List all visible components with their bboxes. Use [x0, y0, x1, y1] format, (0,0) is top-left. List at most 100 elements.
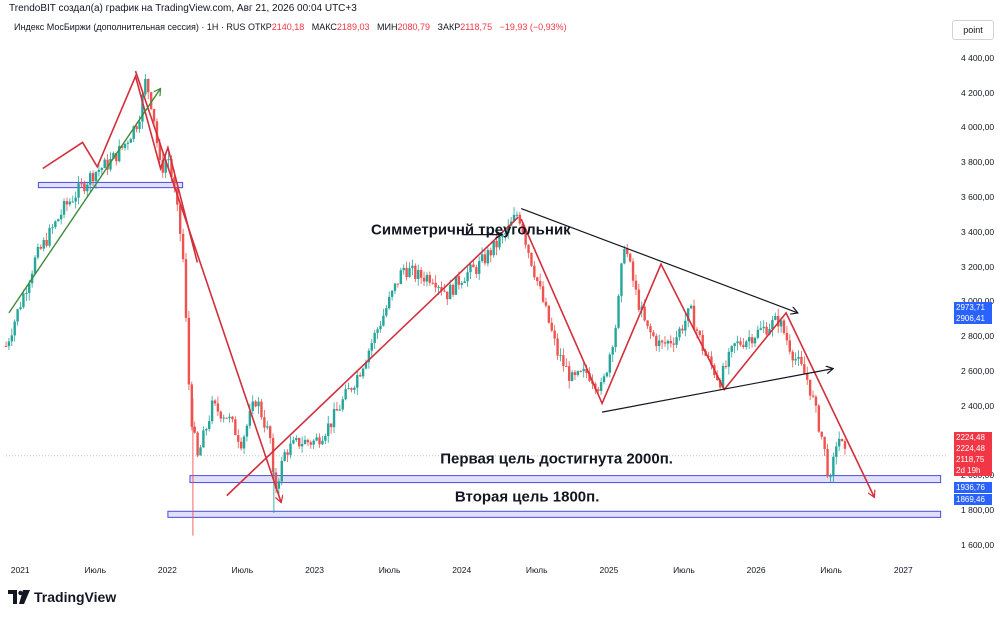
tradingview-logo-icon	[8, 590, 30, 604]
candle-body	[582, 368, 585, 372]
candle-body	[367, 350, 371, 363]
candle-body	[312, 440, 315, 445]
candle-body	[832, 456, 835, 477]
candle-body	[118, 146, 121, 162]
candle-body	[344, 389, 347, 400]
triangle-line	[520, 207, 798, 313]
candle-body	[512, 214, 516, 222]
candle-body	[280, 460, 283, 482]
candle-body	[689, 305, 693, 309]
candle-body	[472, 264, 475, 268]
chart-credit: TrendoBIT создал(а) график на TradingVie…	[9, 3, 357, 14]
price-label-tag: 2118,75	[954, 453, 992, 465]
target-zone-band	[37, 181, 184, 189]
price-axis-tick: 2 400,00	[961, 400, 995, 411]
candle-body	[602, 376, 606, 383]
time-axis-tick: Июль	[525, 565, 548, 575]
candle-body	[277, 481, 281, 489]
candle-body	[411, 265, 414, 269]
candle-body	[396, 283, 400, 285]
candle-body	[425, 274, 429, 282]
target-zone-band	[167, 510, 942, 518]
high-label: МАКС	[311, 22, 337, 32]
price-label-tag: 1936,76	[954, 481, 992, 493]
candle-body	[33, 257, 37, 274]
candle-body	[797, 356, 800, 359]
candle-body	[460, 282, 463, 285]
trend-line-red	[226, 216, 519, 497]
candle-body	[298, 438, 301, 447]
candle-body	[515, 214, 519, 216]
trend-line-red	[42, 73, 199, 263]
candle-body	[94, 171, 98, 182]
candle-body	[811, 395, 815, 397]
close-label: ЗАКР	[437, 22, 461, 32]
candle-body	[669, 340, 672, 344]
candle-body	[765, 326, 768, 335]
candle-body	[231, 416, 234, 420]
brand-name: TradingView	[34, 589, 117, 605]
candle-body	[318, 437, 321, 445]
candle-body	[698, 330, 702, 335]
candle-body	[695, 329, 699, 331]
candle-body	[222, 417, 225, 419]
candle-body	[544, 301, 548, 306]
price-axis-tick: 3 400,00	[961, 226, 995, 237]
candle-body	[42, 239, 45, 249]
price-scale-mode-button[interactable]: point	[952, 20, 994, 40]
candle-body	[567, 366, 571, 381]
candle-body	[210, 400, 214, 422]
candle-body	[213, 400, 217, 404]
candle-body	[559, 355, 562, 357]
candle-body	[588, 372, 591, 381]
candle-body	[788, 340, 792, 352]
candle-body	[611, 347, 614, 355]
candle-body	[527, 244, 530, 253]
candle-body	[451, 284, 455, 295]
candle-body	[817, 405, 821, 432]
candle-body	[675, 337, 678, 345]
price-label-tag: 2d 19h	[954, 464, 992, 476]
close-value: 2118,75	[460, 22, 493, 32]
open-value: 2140,18	[271, 22, 305, 32]
price-axis-tick: 2 600,00	[961, 366, 995, 377]
candle-body	[753, 337, 757, 344]
candle-body	[483, 254, 487, 264]
candle-body	[216, 403, 220, 412]
candle-body	[324, 436, 327, 441]
chart-annotation: Симметричнй треугольник	[371, 222, 571, 239]
candle-body	[266, 426, 269, 428]
candle-body	[350, 388, 353, 390]
candle-body	[405, 267, 408, 278]
candle-body	[446, 291, 449, 300]
candle-body	[251, 401, 254, 411]
time-axis-tick: Июль	[231, 565, 254, 575]
candle-body	[303, 439, 307, 445]
candle-body	[356, 375, 359, 388]
candle-body	[57, 219, 60, 222]
candle-body	[402, 267, 405, 271]
time-axis-tick: 2021	[10, 565, 30, 575]
candle-body	[268, 426, 272, 439]
candle-body	[771, 319, 774, 330]
candle-body	[138, 121, 141, 130]
candle-body	[239, 441, 243, 449]
tradingview-logo[interactable]: TradingView	[8, 589, 116, 605]
candle-body	[97, 169, 101, 172]
candle-body	[742, 344, 745, 348]
trend-line-green	[8, 88, 161, 314]
candle-body	[295, 438, 298, 441]
candle-body	[820, 431, 823, 437]
candle-body	[100, 168, 103, 170]
candle-body	[387, 296, 391, 309]
candle-body	[808, 379, 812, 396]
price-chart[interactable]: Симметричнй треугольник Первая цель дости…	[0, 16, 1000, 576]
candle-body	[750, 337, 754, 344]
candle-body	[736, 341, 739, 344]
candle-body	[556, 338, 559, 356]
candle-body	[477, 261, 481, 274]
candle-body	[178, 204, 182, 234]
candle-body	[518, 214, 522, 224]
candle-body	[524, 232, 527, 245]
time-axis-tick: 2026	[746, 565, 766, 575]
